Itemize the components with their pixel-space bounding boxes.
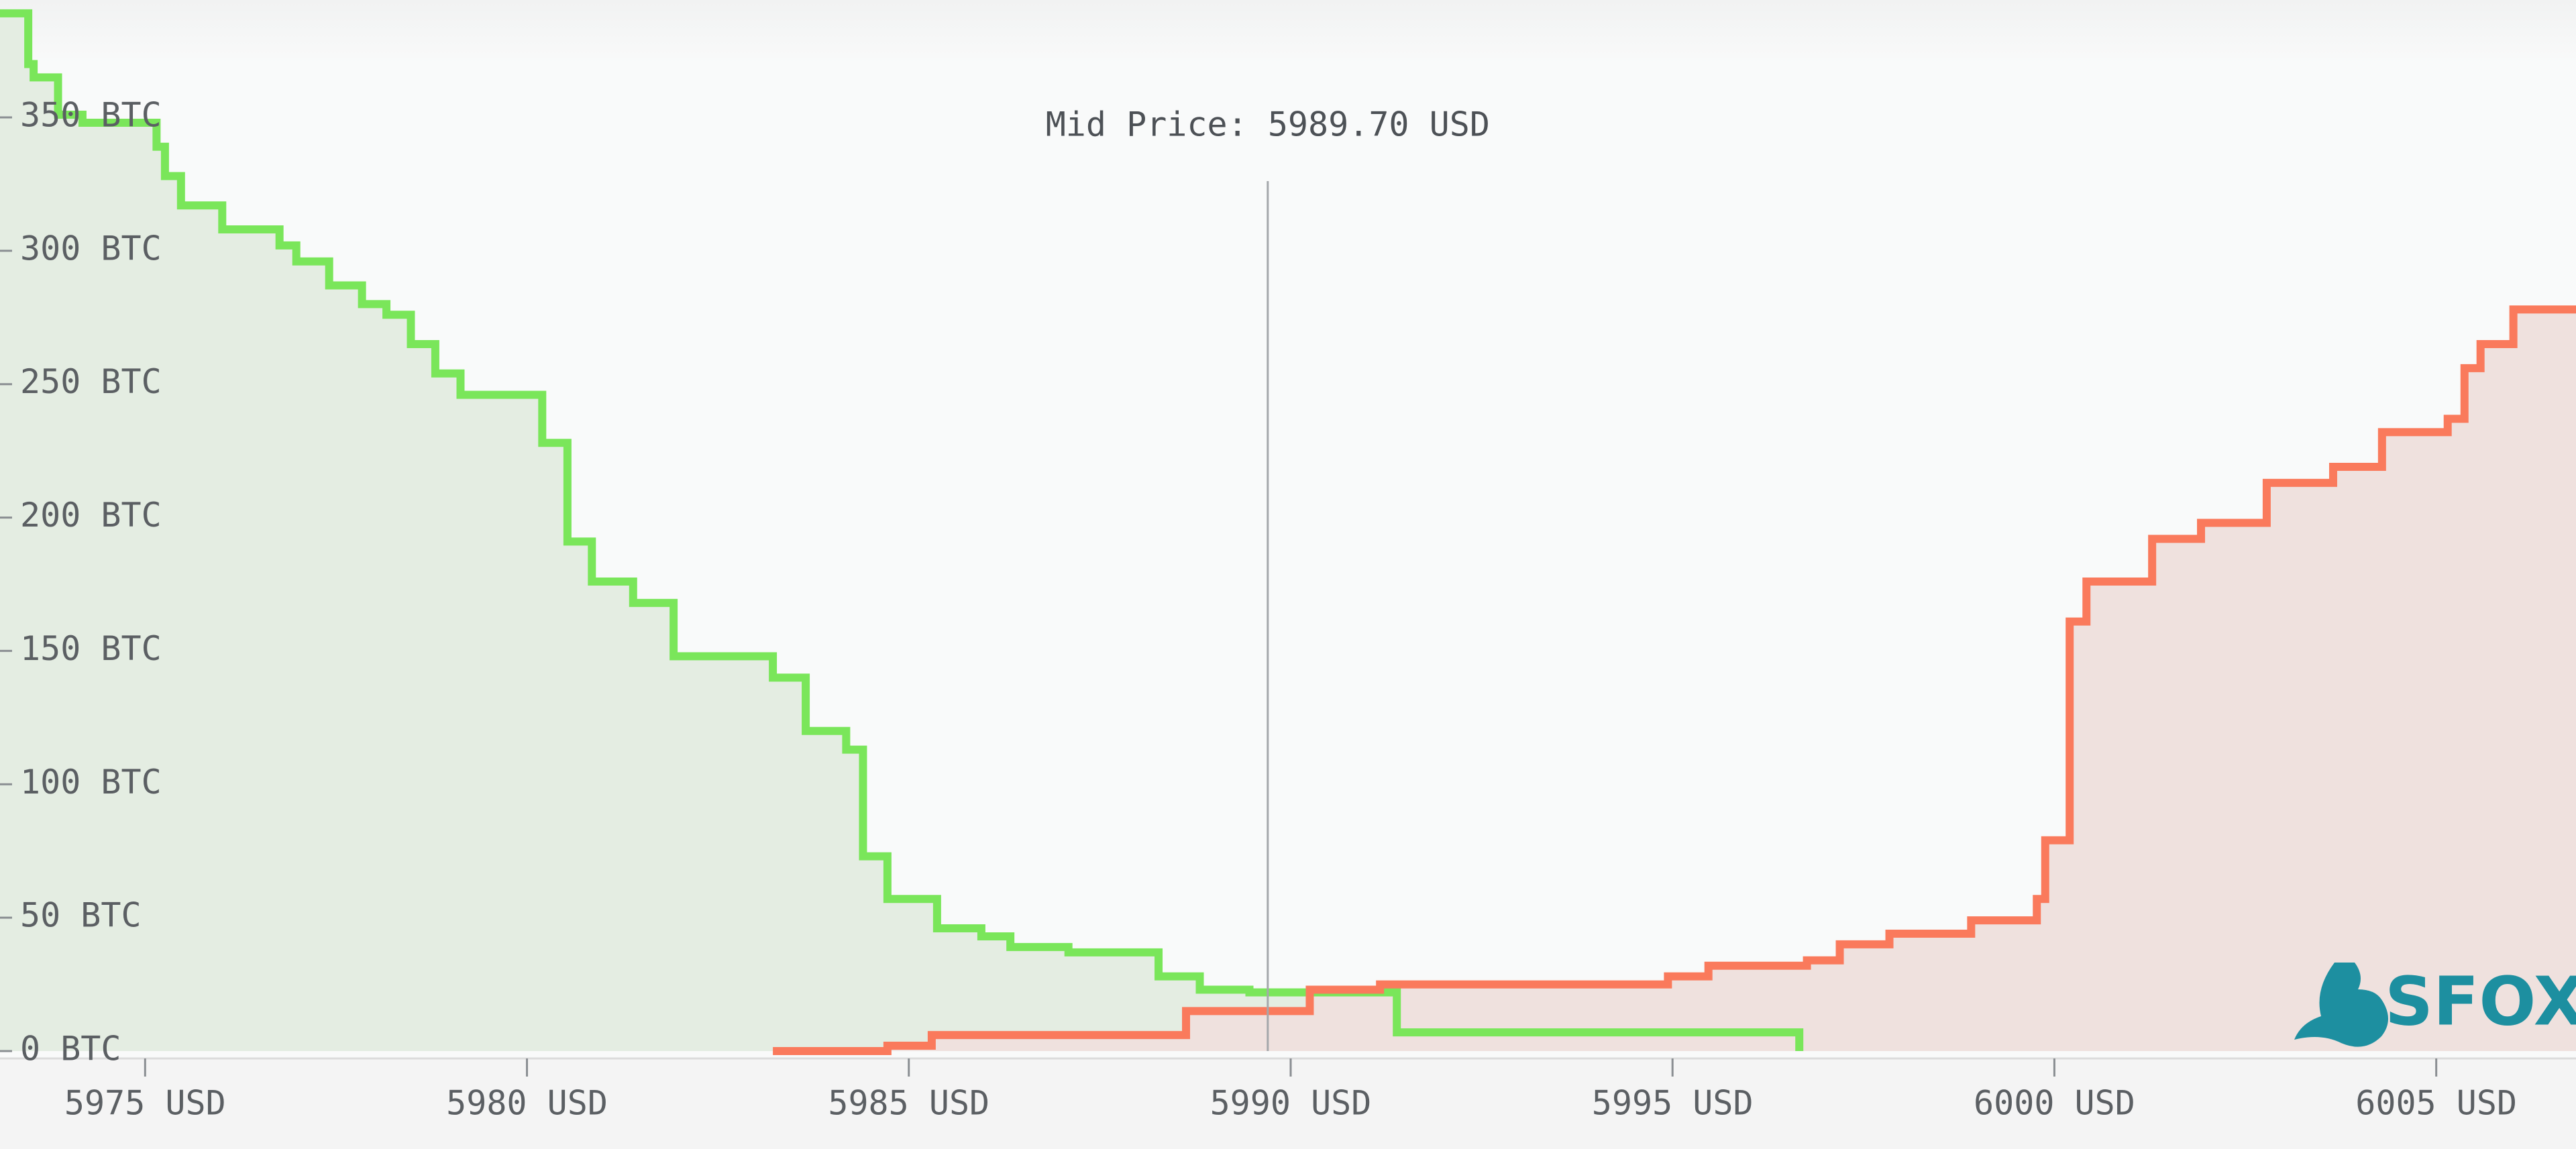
- x-tick-label: 5985 USD: [828, 1084, 989, 1123]
- logo-text: SFOX: [2385, 962, 2576, 1040]
- x-tick-label: 6005 USD: [2355, 1084, 2517, 1123]
- x-tick-label: 5980 USD: [446, 1084, 608, 1123]
- mid-price-label: Mid Price: 5989.70 USD: [1046, 105, 1490, 144]
- y-tick-label: 200 BTC: [20, 496, 162, 535]
- depth-line: [0, 9, 1804, 1051]
- y-tick-label: 300 BTC: [20, 229, 162, 268]
- depth-area: [773, 309, 2576, 1051]
- x-tick-label: 5990 USD: [1210, 1084, 1372, 1123]
- y-tick-label: 100 BTC: [20, 763, 162, 802]
- y-tick-label: 150 BTC: [20, 629, 162, 668]
- axis-band: [0, 1058, 2576, 1149]
- y-tick-label: 250 BTC: [20, 362, 162, 401]
- logo: SFOX: [2294, 962, 2576, 1047]
- y-tick-label: 50 BTC: [20, 896, 142, 935]
- y-tick-label: 350 BTC: [20, 95, 162, 134]
- x-tick-label: 5975 USD: [64, 1084, 226, 1123]
- y-tick-label: 0 BTC: [20, 1030, 121, 1069]
- depth-line: [773, 305, 2576, 1055]
- depth-area: [0, 13, 1800, 1052]
- logo-icon: [2294, 963, 2388, 1047]
- plot: Mid Price: 5989.70 USD 0 BTC 50 BTC 100 BTC…: [0, 9, 2576, 1123]
- x-tick-label: 5995 USD: [1592, 1084, 1754, 1123]
- x-tick-label: 6000 USD: [1974, 1084, 2135, 1123]
